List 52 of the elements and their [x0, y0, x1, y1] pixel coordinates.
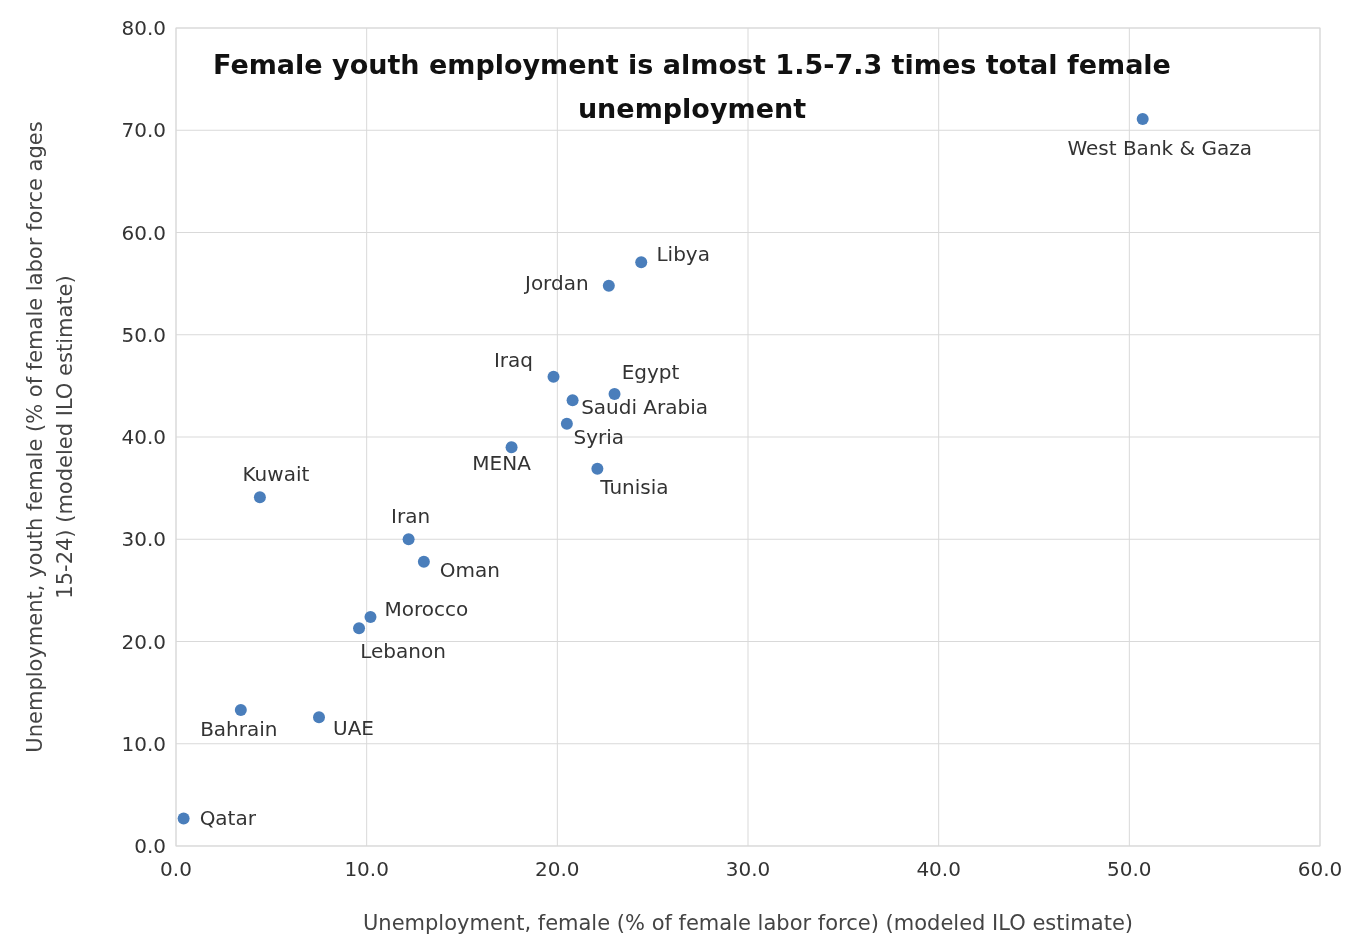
- annotation: Tunisia: [599, 474, 669, 499]
- annotation: Oman: [439, 557, 501, 582]
- x-tick-label: 50.0: [1107, 857, 1152, 881]
- annotation: Libya: [656, 242, 710, 267]
- annotation: West Bank & Gaza: [1067, 136, 1252, 160]
- point: [313, 711, 325, 724]
- annotation: Iran: [391, 504, 431, 529]
- annotation: UAE: [333, 716, 374, 741]
- y-tick-label: 30.0: [121, 527, 166, 552]
- point: [364, 610, 377, 623]
- point: [234, 704, 247, 717]
- annotation: Egypt: [621, 360, 680, 385]
- y-tick-label: 40.0: [121, 425, 166, 449]
- x-tick-label: 0.0: [160, 857, 192, 881]
- point: [560, 417, 573, 430]
- point: [602, 279, 615, 292]
- annotation: Kuwait: [242, 462, 310, 487]
- x-tick-label: 20.0: [535, 857, 580, 881]
- x-tick-label: 10.0: [344, 857, 389, 881]
- point: [402, 533, 415, 546]
- annotation: Morocco: [384, 596, 469, 621]
- x-tick-label: 40.0: [916, 857, 961, 881]
- y-tick-label: 20.0: [121, 629, 166, 654]
- point: [1136, 113, 1149, 125]
- y-tick-label: 70.0: [121, 118, 166, 143]
- point: [505, 441, 518, 454]
- y-tick-label: 60.0: [121, 220, 166, 245]
- x-tick-label: 30.0: [725, 857, 771, 881]
- point: [177, 812, 190, 825]
- x-tick-label: 60.0: [1297, 857, 1343, 881]
- y-tick-label: 80.0: [121, 16, 166, 40]
- annotation: Iraq: [493, 347, 534, 372]
- y-tick-label: 10.0: [121, 731, 166, 756]
- x-axis-title: Unemployment, female (% of female labor force) (modeled ILO estimate): [362, 911, 1134, 935]
- point: [253, 491, 266, 504]
- y-tick-label: 0.0: [134, 834, 166, 858]
- annotation: Saudi Arabia: [581, 395, 709, 420]
- annotation: Bahrain: [200, 717, 278, 742]
- text: Female youth employment is almost 1.5-7.3 times total female unemployment: [213, 49, 1171, 124]
- annotation: Qatar: [199, 806, 257, 831]
- annotation: Jordan: [522, 270, 589, 295]
- annotation: MENA: [472, 451, 532, 476]
- annotation: Lebanon: [360, 639, 446, 664]
- annotation: Syria: [573, 424, 625, 449]
- point: [566, 394, 579, 407]
- point: [353, 622, 366, 635]
- point: [635, 256, 648, 269]
- y-tick-label: 50.0: [121, 322, 166, 347]
- y-axis-title: Unemployment, youth female (% of female labor force ages 15-24) (modeled ILO estimate): [23, 121, 77, 753]
- point: [591, 462, 604, 475]
- point: [547, 370, 560, 383]
- point: [417, 555, 430, 568]
